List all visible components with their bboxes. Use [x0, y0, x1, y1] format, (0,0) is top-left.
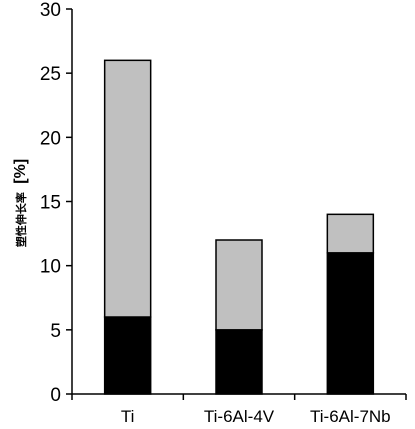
y-axis-label: 塑性伸长率 [%] [12, 159, 29, 247]
svg-text:塑性伸长率 [%]: 塑性伸长率 [%] [12, 159, 29, 247]
bar-segment-1 [326, 252, 375, 395]
y-tick-label: 20 [40, 128, 61, 149]
bar-segment-1 [215, 329, 263, 395]
y-axis-label-unit: [%] [12, 159, 29, 184]
y-tick-label: 10 [40, 257, 61, 278]
y-tick-label: 25 [40, 64, 61, 85]
bar-segment-1 [103, 316, 152, 395]
x-category-label: Ti-6Al-7Nb [310, 407, 391, 426]
bar-segment-2 [326, 213, 375, 254]
y-tick-label: 5 [50, 321, 61, 342]
y-tick-label: 15 [40, 193, 61, 214]
x-category-label: Ti-6Al-4V [204, 407, 275, 426]
y-axis-label-text: 塑性伸长率 [14, 192, 28, 247]
bar-segment-2 [215, 239, 263, 331]
y-tick-label: 30 [40, 0, 61, 21]
bar-segment-2 [103, 59, 152, 318]
x-category-label: Ti [121, 407, 135, 426]
y-tick-label: 0 [50, 385, 61, 406]
